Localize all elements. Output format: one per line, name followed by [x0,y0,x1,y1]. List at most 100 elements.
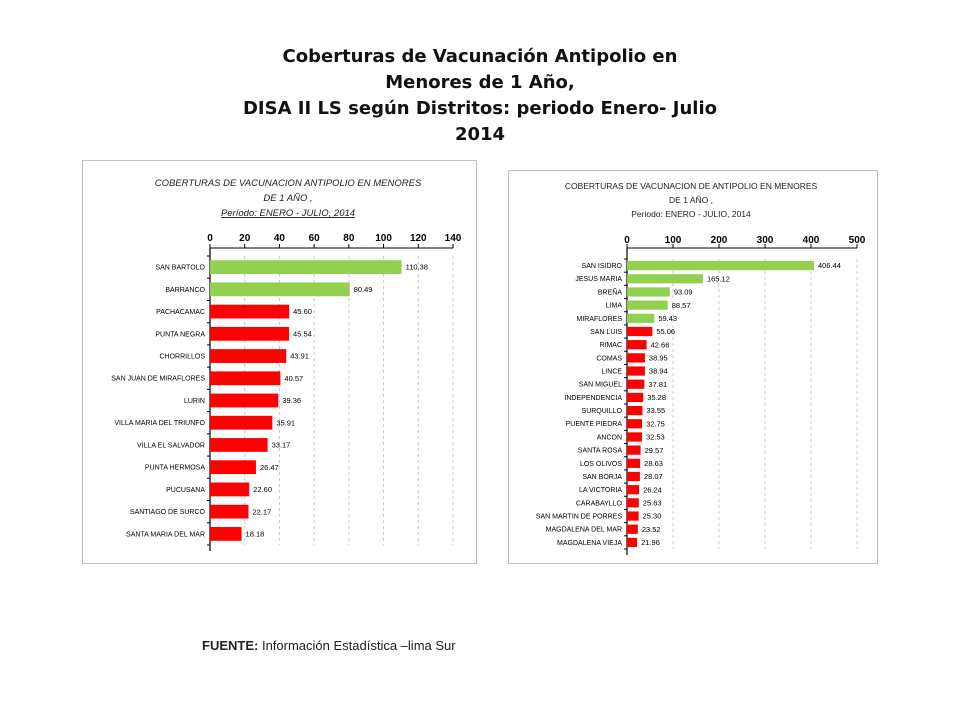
left-chart-category-label: SANTIAGO DE SURCO [130,509,206,516]
right-chart-value-label: 21.96 [641,538,660,547]
left-chart-title-line: DE 1 AÑO , [263,193,312,204]
footer-label: FUENTE: [202,638,259,653]
right-chart-bar [627,445,641,455]
left-chart-tick-label: 120 [410,233,427,244]
right-chart-bar [627,405,643,416]
right-chart-category-label: COMAS [596,355,622,362]
right-chart-bar [627,300,668,310]
left-chart-value-label: 80.49 [354,285,373,294]
left-chart-bar [210,482,250,497]
source-footer: FUENTE: Información Estadística –lima Su… [202,638,456,653]
chart-left-svg: COBERTURAS DE VACUNACION ANTIPOLIO EN ME… [111,178,462,551]
right-chart-category-label: SANTA ROSA [578,448,623,455]
right-chart-bar [627,537,638,548]
left-chart-category-label: CHORRILLOS [159,353,205,360]
left-chart-value-label: 45.54 [293,329,312,338]
right-chart-category-label: INDEPENDENCIA [564,395,622,402]
right-chart-category-label: MAGDALENA VIEJA [557,540,622,547]
right-chart-category-label: PUENTE PIEDRA [566,421,623,428]
right-chart-bar [627,287,670,297]
left-chart-tick-label: 0 [207,233,213,244]
left-chart-value-label: 22.60 [253,485,272,494]
right-chart-category-label: ANCON [597,434,622,441]
right-chart-bar [627,366,645,376]
left-chart-tick-label: 100 [375,233,392,244]
right-chart-category-label: SAN LUIS [590,329,622,336]
left-chart-bar [210,438,268,452]
title-line-4: 2014 [454,124,506,145]
right-chart-value-label: 55.06 [656,327,675,336]
right-chart-bar [627,392,644,403]
right-chart-value-label: 406.44 [818,261,841,270]
left-chart-value-label: 40.57 [284,374,303,383]
left-chart-category-label: PACHACAMAC [156,309,205,316]
right-chart-category-label: LINCE [601,368,622,375]
left-chart-bar [210,260,402,275]
right-chart-tick-label: 100 [665,235,682,246]
left-chart-bar [210,415,273,430]
left-chart-category-label: PUNTA NEGRA [155,331,205,338]
right-chart-category-label: MIRAFLORES [576,316,622,323]
left-chart-value-label: 26.47 [260,463,279,472]
left-chart-category-label: SAN JUAN DE MIRAFLORES [111,376,205,383]
title-line-1: Coberturas de Vacunación Antipolio en [282,46,678,67]
right-chart-bar [627,353,645,363]
right-chart-title-line: Periodo: ENERO - JULIO, 2014 [631,209,751,219]
right-chart-category-label: LOS OLIVOS [580,461,622,468]
right-chart-bar [627,524,638,534]
left-chart-value-label: 18.18 [246,530,265,539]
right-chart-value-label: 88.57 [672,301,691,310]
right-chart-category-label: SAN BORJA [582,474,622,481]
left-chart-category-label: LURIN [184,398,205,405]
left-chart-bar [210,326,290,341]
left-chart-category-label: SANTA MARIA DEL MAR [126,531,205,538]
right-chart-bar [627,485,640,495]
right-chart-value-label: 42.66 [651,340,670,349]
right-chart-bar [627,260,814,271]
right-chart-bar [627,498,639,508]
chart-panel-right: COBERTURAS DE VACUNACION DE ANTIPOLIO EN… [508,170,878,564]
left-chart-bar [210,393,279,408]
right-chart-bar [627,274,703,284]
right-chart-bar [627,458,641,468]
right-chart-category-label: LA VICTORIA [579,487,622,494]
right-chart-category-label: SAN ISIDRO [582,263,623,270]
left-chart-tick-label: 140 [445,233,462,244]
left-chart-value-label: 45.60 [293,307,312,316]
right-chart-title-line: COBERTURAS DE VACUNACION DE ANTIPOLIO EN… [565,181,818,191]
page-title: Coberturas de Vacunación Antipolio en Me… [200,44,760,148]
right-chart-value-label: 37.81 [648,380,667,389]
left-chart-bar [210,371,281,386]
right-chart-value-label: 32.75 [646,419,665,428]
right-chart-value-label: 38.94 [649,367,668,376]
right-chart-bar [627,471,640,482]
right-chart-category-label: RIMAC [599,342,622,349]
right-chart-tick-label: 300 [757,235,774,246]
right-chart-bar [627,326,653,337]
right-chart-category-label: CARABAYLLO [576,500,623,507]
left-chart-category-label: BARRANCO [165,287,205,294]
right-chart-category-label: SURQUILLO [582,408,623,415]
right-chart-value-label: 26.24 [643,485,662,494]
right-chart-tick-label: 500 [849,235,866,246]
left-chart-category-label: VILLA MARIA DEL TRIUNFO [114,420,205,427]
left-chart-bar [210,460,256,475]
left-chart-value-label: 22.17 [252,507,271,516]
title-line-2: Menores de 1 Año, [385,72,575,93]
right-chart-category-label: SAN MIGUEL [579,382,622,389]
right-chart-value-label: 165.12 [707,274,730,283]
left-chart-bar [210,282,350,297]
left-chart-tick-label: 20 [239,233,251,244]
chart-right-svg: COBERTURAS DE VACUNACION DE ANTIPOLIO EN… [536,181,866,555]
left-chart-value-label: 39.36 [282,396,301,405]
right-chart-bar [627,313,655,323]
left-chart-category-label: PUNTA HERMOSA [145,465,205,472]
right-chart-value-label: 32.53 [646,433,665,442]
right-chart-category-label: BREÑA [598,287,622,296]
footer-text: Información Estadística –lima Sur [258,638,456,653]
right-chart-value-label: 25.63 [643,498,662,507]
right-chart-tick-label: 200 [711,235,728,246]
right-chart-bar [627,379,645,389]
right-chart-value-label: 35.28 [647,393,666,402]
left-chart-bar [210,349,287,363]
